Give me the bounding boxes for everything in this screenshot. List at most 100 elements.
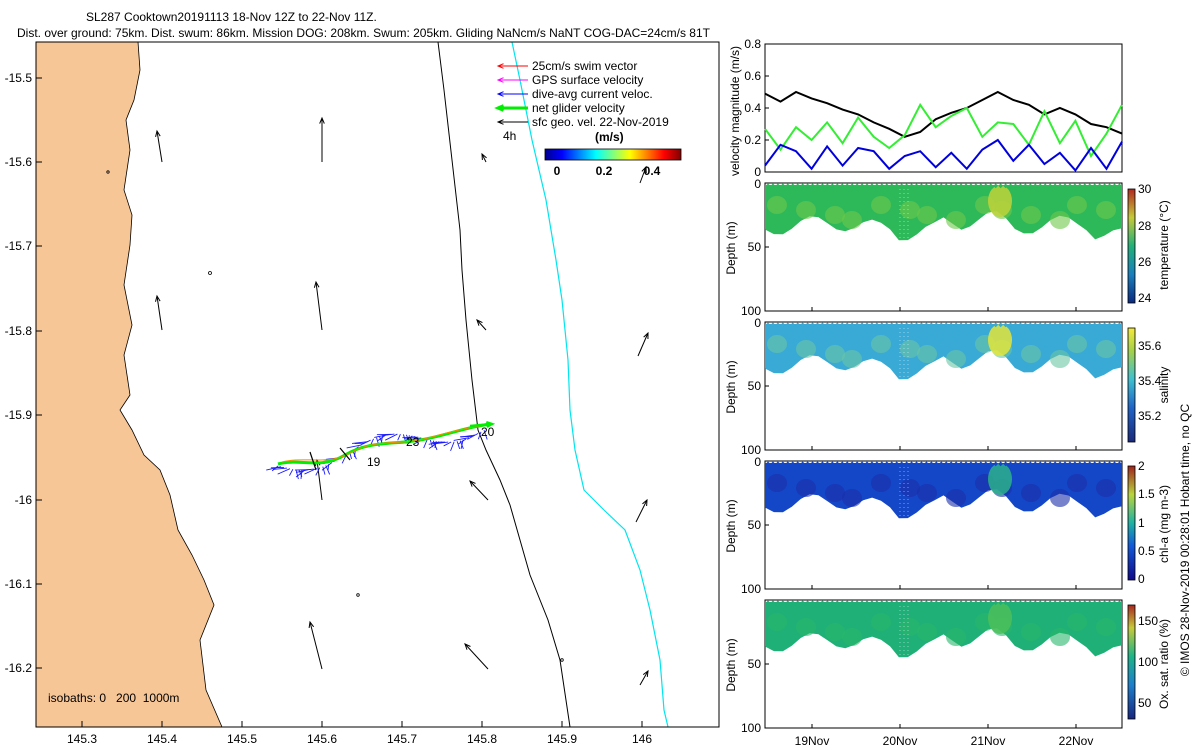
- temp-cbar-tick-30: 30: [1138, 182, 1152, 196]
- oxy-cbar-label: Ox. sat. ratio (%): [1157, 619, 1171, 709]
- surface-samples: [765, 322, 1122, 328]
- sal-cbar-tick-352: 35.2: [1138, 409, 1162, 423]
- sfc-velocity-arrow: [476, 319, 487, 331]
- chl-y-tick-0: 0: [754, 455, 761, 469]
- section-patch: [900, 479, 920, 497]
- sfc-velocity-arrow: [635, 498, 648, 523]
- map-y-tick-158: -15.8: [5, 324, 33, 338]
- colorbar-tick-02: 0.2: [596, 164, 613, 178]
- section-patch: [1021, 345, 1041, 363]
- oxygen-colorbar: [1127, 604, 1136, 720]
- sfc-velocity-arrow: [155, 129, 163, 163]
- surface-samples: [765, 461, 1122, 467]
- map-x-tick-146: 146: [632, 732, 652, 746]
- section-patch: [871, 335, 891, 353]
- chl-cbar-tick-2: 2: [1138, 459, 1145, 473]
- oxy-cbar-tick-150: 150: [1138, 614, 1158, 628]
- section-patch: [825, 484, 845, 502]
- sfc-velocity-arrow: [481, 152, 487, 163]
- legend-label-swim: 25cm/s swim vector: [532, 59, 637, 73]
- sfc-velocity-arrow: [464, 643, 489, 670]
- section-patch: [917, 484, 937, 502]
- oxygen-section: [765, 599, 1122, 729]
- velocity-line-2: [764, 138, 1123, 173]
- colorbar-tick-0: 0: [554, 164, 561, 178]
- isobaths-label: isobaths: 0 200 1000m: [48, 691, 179, 705]
- panel-ticks: [765, 460, 1077, 590]
- section-patch: [842, 211, 862, 229]
- isobath-200m: [437, 42, 571, 727]
- surface-velocity-arrows: [155, 116, 649, 686]
- legend-label-4h: 4h: [503, 129, 516, 143]
- sal-cbar-tick-354: 35.4: [1138, 374, 1162, 388]
- section-patch: [825, 345, 845, 363]
- profile-ticks: [899, 467, 909, 521]
- section-patch: [900, 618, 920, 636]
- section-patch: [842, 350, 862, 368]
- section-patch: [871, 196, 891, 214]
- velocity-series: [764, 90, 1123, 173]
- glider-path-orange: [281, 424, 487, 463]
- date-tick-20nov: 20Nov: [883, 734, 918, 748]
- map-x-tick-1459: 145.9: [547, 732, 577, 746]
- salinity-section: [765, 321, 1122, 451]
- temp-cbar-tick-24: 24: [1138, 291, 1152, 305]
- section-patch: [796, 479, 816, 497]
- temp-y-tick-0: 0: [754, 177, 761, 191]
- sfc-velocity-arrow: [469, 480, 489, 501]
- map-y-tick-157: -15.7: [5, 239, 33, 253]
- map-x-tick-1456: 145.6: [307, 732, 337, 746]
- section-patch: [1067, 335, 1087, 353]
- temp-y-tick-50: 50: [748, 240, 762, 254]
- section-patch: [1021, 623, 1041, 641]
- vel-y-tick-0: 0: [754, 165, 761, 179]
- panel-ticks: [765, 599, 1077, 729]
- chl-cbar-tick-15: 1.5: [1138, 487, 1155, 501]
- section-patch: [1096, 340, 1116, 358]
- legend-label-net: net glider velocity: [532, 101, 625, 115]
- date-tick-21nov: 21Nov: [971, 734, 1006, 748]
- chl-cbar-tick-0: 0: [1138, 572, 1145, 586]
- section-patch: [767, 613, 787, 631]
- legend-swatch-0: [496, 63, 528, 69]
- map-y-tick-160: -16: [15, 493, 33, 507]
- land-polygon: [36, 42, 222, 727]
- map-y-tick-155: -15.5: [5, 71, 33, 85]
- surface-samples: [765, 183, 1122, 189]
- section-patch: [871, 613, 891, 631]
- oxygen-panel: 50 100 Depth (m) 150 100 50 Ox. sat. rat…: [724, 599, 1171, 748]
- sal-cbar-tick-356: 35.6: [1138, 339, 1162, 353]
- sal-cbar-label: salinity: [1157, 367, 1171, 404]
- temp-cbar-tick-28: 28: [1138, 219, 1152, 233]
- isobath-1000m: [511, 42, 669, 727]
- section-patch: [842, 489, 862, 507]
- profile-ticks: [899, 328, 909, 382]
- map-y-tick-161: -16.1: [5, 577, 33, 591]
- section-patch: [1050, 489, 1070, 507]
- section-patch: [946, 489, 966, 507]
- section-patch: [1096, 201, 1116, 219]
- colorbar-title: (m/s): [595, 130, 624, 144]
- sfc-velocity-arrow: [155, 294, 163, 331]
- section-highlight: [988, 602, 1012, 634]
- vel-y-label: velocity magnitude (m/s): [728, 46, 742, 176]
- header-line-2: Dist. over ground: 75km. Dist. swum: 86k…: [17, 26, 710, 40]
- map-y-tick-159: -15.9: [5, 408, 33, 422]
- section-patch: [900, 340, 920, 358]
- section-highlight: [988, 463, 1012, 495]
- section-patch: [946, 350, 966, 368]
- oxy-y-label: Depth (m): [724, 638, 738, 691]
- panel-ticks: [765, 182, 1077, 312]
- oxy-y-tick-50: 50: [748, 657, 762, 671]
- temperature-section: [765, 182, 1122, 312]
- speed-colorbar: [544, 148, 682, 161]
- map-axes: [36, 77, 643, 727]
- temp-cbar-tick-26: 26: [1138, 255, 1152, 269]
- glider-path-black: [309, 447, 351, 471]
- oxy-cbar-tick-50: 50: [1138, 696, 1152, 710]
- temperature-colorbar: [1127, 188, 1136, 304]
- map-legend: 25cm/s swim vector GPS surface velocity …: [494, 59, 682, 178]
- map-y-tick-156: -15.6: [5, 155, 33, 169]
- temperature-panel: 0 50 100 Depth (m) 30 28 26 24 temperatu…: [724, 177, 1171, 318]
- map-x-tick-1455: 145.5: [227, 732, 257, 746]
